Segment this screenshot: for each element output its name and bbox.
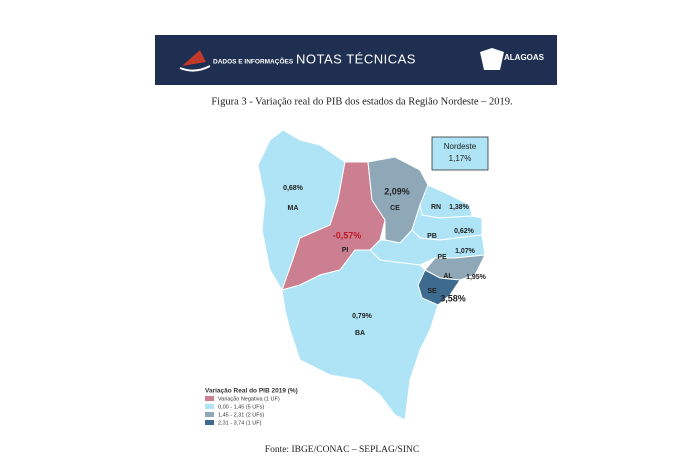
regional-value: 1,17% [449,154,472,163]
state-rn [419,184,473,219]
state-code: BA [355,330,365,337]
logo-wave [179,65,211,72]
legend-swatch [205,420,214,425]
state-code: PI [342,247,349,254]
caption: Figura 3 - Variação real do PIB dos esta… [211,96,512,107]
legend-title: Variação Real do PIB 2019 (%) [205,388,298,395]
state-code: CE [390,205,400,212]
state-value: 1,38% [449,204,470,211]
legend-entry: Variação Negativa (1 UF) [218,396,280,402]
state-code: MA [288,205,299,212]
header-title: NOTAS TÉCNICAS [296,51,416,66]
state-value: 1,07% [455,248,476,255]
logo-text: DADOS E INFORMAÇÕES [213,57,294,66]
legend-swatch [205,404,214,409]
state-value: 2,09% [384,186,410,196]
legend: Variação Real do PIB 2019 (%) Variação N… [205,388,298,426]
state-code: SE [427,288,437,295]
legend-entry: 0,00 - 1,45 (5 UFs) [218,404,264,410]
state-value: -0,57% [333,230,362,240]
regional-box [431,136,489,171]
legend-entry: 1,45 - 2,31 (2 UFs) [218,412,264,418]
state-value: 0,79% [352,313,373,320]
state-code: PE [437,254,447,261]
state-crest [480,48,504,70]
legend-swatch [205,396,214,401]
state-ba [281,249,439,421]
state-code: PB [427,233,437,240]
state-code: AL [443,273,453,280]
legend-entry: 2,31 - 3,74 (1 UF) [218,420,262,426]
state-value: 3,58% [440,293,466,303]
state-value: 1,95% [466,274,487,281]
state-value: 0,62% [454,228,475,235]
logo-icon [182,50,206,66]
regional-label: Nordeste [444,142,477,151]
state-logo: ALAGOAS [504,53,545,62]
state-code: RN [431,204,441,211]
state-value: 0,68% [283,185,304,192]
source: Fonte: IBGE/CONAC – SEPLAG/SINC [265,445,419,455]
legend-swatch [205,412,214,417]
map: 0,68% MA -0,57% PI 2,09% CE RN 1,38% PB … [257,129,489,421]
